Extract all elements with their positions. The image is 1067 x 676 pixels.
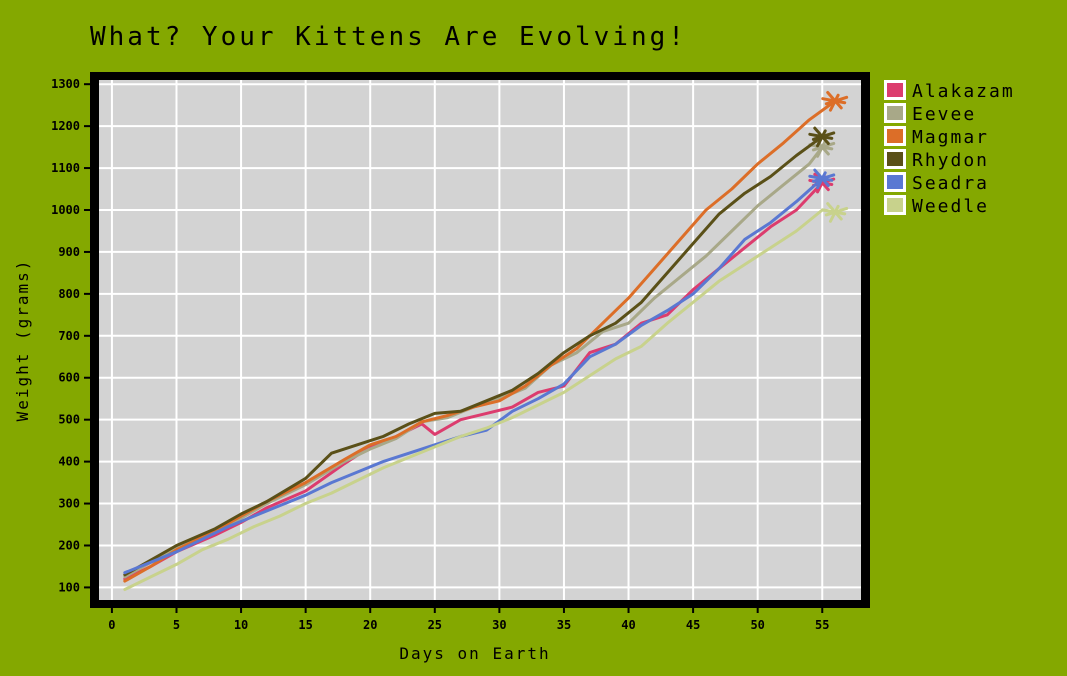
legend-swatch <box>887 83 903 97</box>
chart-title: What? Your Kittens Are Evolving! <box>90 22 687 52</box>
legend-label: Alakazam <box>912 81 1015 102</box>
series-line <box>123 145 824 579</box>
x-axis-label: Days on Earth <box>399 644 550 663</box>
burst-stroke <box>820 131 836 139</box>
series-line <box>123 135 824 577</box>
x-tick-label: 15 <box>298 618 312 632</box>
x-tick-label: 55 <box>815 618 829 632</box>
legend-swatch <box>887 175 903 189</box>
legend-swatch <box>887 106 903 120</box>
legend-label: Weedle <box>912 196 989 217</box>
y-tick-label: 700 <box>58 329 80 343</box>
legend-label: Rhydon <box>912 150 989 171</box>
y-tick-labels: 100 200 300 400 500 600 700 800 900 1000 1100 1200 1… <box>51 77 90 594</box>
series-end-burst <box>821 202 849 223</box>
y-tick-label: 400 <box>58 455 80 469</box>
y-tick-label: 300 <box>58 497 80 511</box>
y-tick-label: 800 <box>58 287 80 301</box>
y-tick-label: 200 <box>58 538 80 552</box>
legend-swatch <box>887 198 903 212</box>
series-end-burst <box>808 126 836 148</box>
y-tick-label: 900 <box>58 245 80 259</box>
x-tick-label: 25 <box>428 618 442 632</box>
plot-area <box>99 80 861 600</box>
burst-stroke <box>813 168 824 181</box>
grid-lines <box>99 80 861 600</box>
burst-stroke <box>833 206 849 214</box>
y-tick-label: 1300 <box>51 77 80 91</box>
x-tick-label: 35 <box>557 618 571 632</box>
y-tick-label: 600 <box>58 371 80 385</box>
legend-label: Seadra <box>912 173 989 194</box>
burst-stroke <box>826 90 837 103</box>
x-tick-label: 5 <box>173 618 180 632</box>
x-tick-label: 45 <box>686 618 700 632</box>
x-tick-label: 10 <box>234 618 248 632</box>
legend-label: Magmar <box>912 127 989 148</box>
y-tick-label: 100 <box>58 580 80 594</box>
x-tick-label: 50 <box>750 618 764 632</box>
burst-stroke <box>833 95 849 103</box>
y-tick-label: 1000 <box>51 203 80 217</box>
y-tick-label: 1100 <box>51 161 80 175</box>
x-tick-label: 20 <box>363 618 377 632</box>
burst-stroke <box>820 141 836 149</box>
series-end-burst <box>821 90 849 112</box>
burst-stroke <box>820 173 836 181</box>
legend-swatch <box>887 152 903 166</box>
x-tick-label: 0 <box>108 618 115 632</box>
y-axis-label: Weight (grams) <box>13 259 32 422</box>
legend-swatch <box>887 129 903 143</box>
x-tick-labels: 0 5 10 15 20 25 30 35 40 45 50 55 <box>108 608 829 632</box>
y-tick-label: 500 <box>58 413 80 427</box>
x-tick-label: 40 <box>621 618 635 632</box>
burst-stroke <box>813 126 824 139</box>
x-tick-label: 30 <box>492 618 506 632</box>
series-end-burst <box>808 168 836 190</box>
burst-stroke <box>826 202 837 214</box>
series-lines <box>123 90 849 591</box>
y-tick-label: 1200 <box>51 119 80 133</box>
legend-label: Eevee <box>912 104 976 125</box>
series-line <box>123 208 837 591</box>
